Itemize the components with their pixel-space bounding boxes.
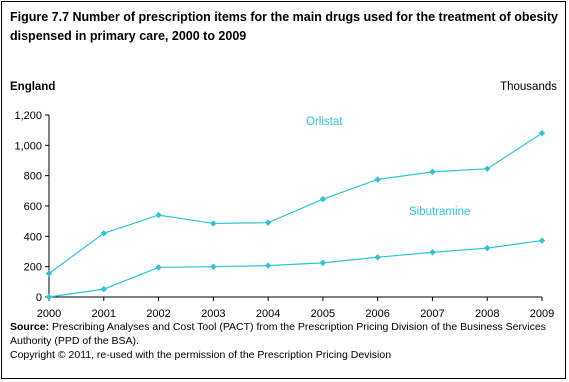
data-point-sibutramine	[210, 263, 217, 270]
data-point-orlistat	[374, 176, 381, 183]
x-tick-label: 2007	[420, 308, 444, 320]
data-point-orlistat	[100, 230, 107, 237]
series-line-sibutramine	[48, 239, 543, 298]
region-label: England	[10, 81, 56, 93]
y-tick-label: 1,000	[14, 140, 42, 152]
series-label-sibutramine: Sibutramine	[409, 206, 470, 218]
x-tick-label: 2008	[475, 308, 499, 320]
data-point-sibutramine	[429, 249, 436, 256]
x-tick-label: 2004	[256, 308, 280, 320]
y-tick-label: 200	[24, 262, 42, 274]
x-tick-label: 2002	[146, 308, 170, 320]
data-point-orlistat	[210, 220, 217, 227]
data-point-sibutramine	[374, 254, 381, 261]
x-tick-label: 2009	[530, 308, 554, 320]
data-point-sibutramine	[538, 237, 546, 244]
y-tick-label: 800	[24, 171, 42, 183]
x-tick-label: 2001	[92, 308, 116, 320]
series-label-orlistat: Orlistat	[306, 116, 343, 128]
data-point-sibutramine	[155, 264, 162, 271]
data-point-orlistat	[319, 195, 327, 203]
copyright-text: Copyright © 2011, re-used with the permi…	[10, 349, 392, 361]
data-point-orlistat	[429, 168, 436, 176]
x-tick-label: 2003	[201, 308, 225, 320]
source-note: Source: Prescribing Analyses and Cost To…	[10, 320, 555, 362]
x-tick-label: 2005	[311, 308, 335, 320]
units-label: Thousands	[500, 81, 557, 93]
chart-title: Figure 7.7 Number of prescription items …	[10, 10, 558, 43]
data-point-orlistat	[538, 130, 546, 137]
y-tick-label: 600	[24, 201, 42, 213]
data-point-sibutramine	[100, 285, 107, 293]
data-point-sibutramine	[264, 262, 272, 269]
series-line-orlistat	[48, 132, 543, 274]
data-point-orlistat	[45, 270, 53, 277]
data-point-orlistat	[264, 219, 272, 226]
data-point-orlistat	[484, 165, 491, 173]
y-tick-label: 0	[36, 292, 42, 304]
data-point-orlistat	[155, 211, 162, 219]
y-tick-label: 1,200	[14, 110, 42, 122]
data-point-sibutramine	[319, 259, 327, 267]
source-text: Prescribing Analyses and Cost Tool (PACT…	[10, 321, 546, 347]
data-point-sibutramine	[484, 244, 491, 252]
source-label: Source:	[10, 321, 50, 333]
x-tick-label: 2006	[365, 308, 389, 320]
y-tick-label: 400	[24, 231, 42, 243]
x-tick-label: 2000	[37, 308, 61, 320]
data-point-sibutramine	[45, 293, 53, 301]
